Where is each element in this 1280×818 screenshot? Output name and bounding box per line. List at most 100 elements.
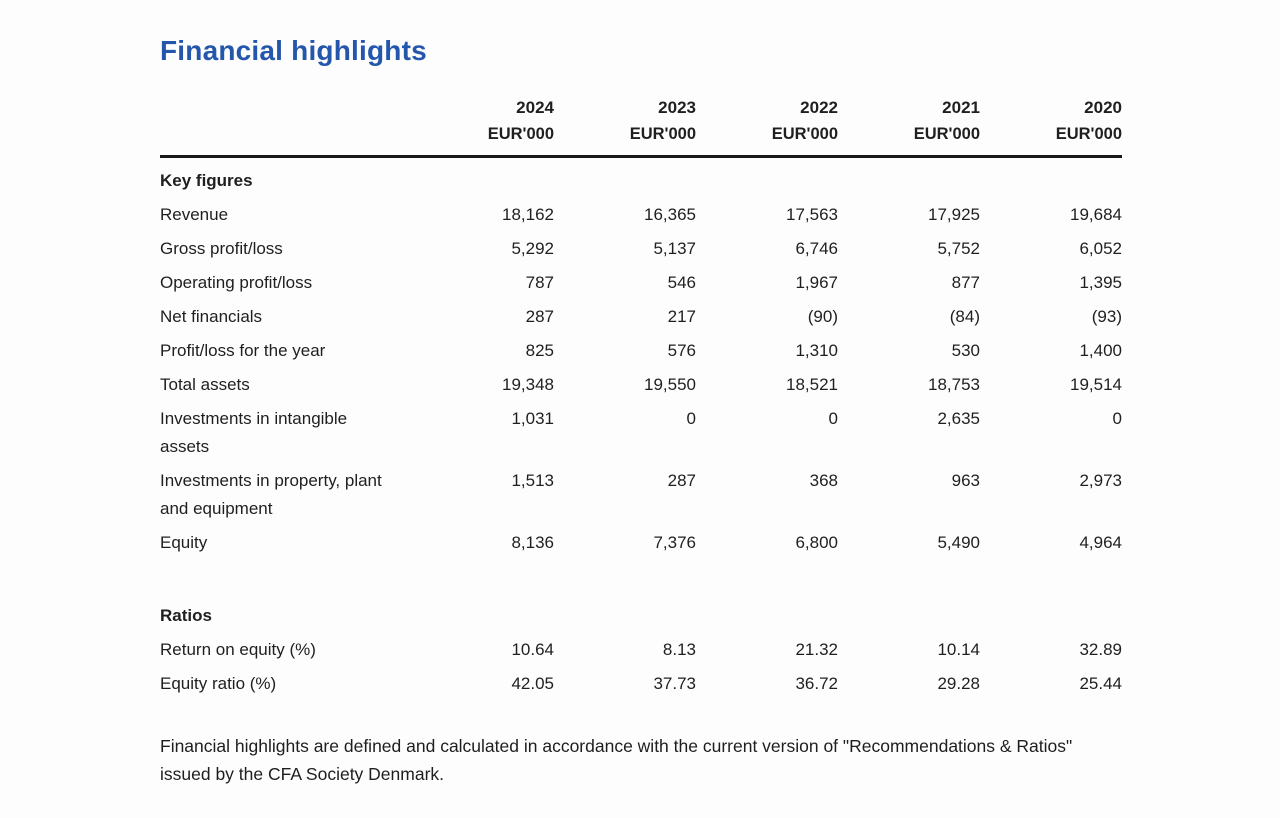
cell-value: 5,490 — [937, 532, 980, 552]
header-spacer-cell — [160, 94, 412, 158]
cell-value: 37.73 — [653, 673, 696, 693]
cell-value: 287 — [525, 306, 554, 326]
footnote: Financial highlights are defined and cal… — [160, 735, 1073, 784]
unit-label: EUR'000 — [487, 124, 554, 143]
year-column-header: 2023 EUR'000 — [554, 94, 696, 158]
row-label: Equity ratio (%) — [160, 673, 277, 693]
section-heading: Key figures — [160, 170, 253, 190]
table-row: Revenue 18,162 16,365 17,563 17,925 19,684 — [160, 198, 1122, 232]
cell-value: 18,753 — [928, 374, 980, 394]
page-title: Financial highlights — [160, 35, 427, 66]
cell-value: 825 — [525, 340, 554, 360]
cell-value: 8.13 — [662, 639, 696, 659]
year-column-header: 2020 EUR'000 — [980, 94, 1122, 158]
row-label: Net financials — [160, 306, 263, 326]
cell-value: 877 — [951, 272, 980, 292]
row-label: Investments in intangible assets — [160, 408, 348, 456]
cell-value: 368 — [809, 470, 838, 490]
cell-value: 18,521 — [786, 374, 838, 394]
year-column-header: 2022 EUR'000 — [696, 94, 838, 158]
cell-value: 0 — [1112, 408, 1122, 428]
table-body: Key figures Revenue 18,162 16,365 17,563 17,9… — [160, 156, 1122, 701]
cell-value: 963 — [951, 470, 980, 490]
cell-value: 10.64 — [511, 639, 554, 659]
row-label: Revenue — [160, 204, 229, 224]
cell-value: 0 — [686, 408, 696, 428]
year-label: 2024 — [516, 97, 554, 117]
cell-value: 5,137 — [653, 238, 696, 258]
cell-value: 530 — [951, 340, 980, 360]
cell-value: 19,514 — [1070, 374, 1122, 394]
cell-value: 546 — [667, 272, 696, 292]
section-heading-row: Key figures — [160, 156, 1122, 198]
cell-value: (90) — [807, 306, 838, 326]
cell-value: 1,967 — [795, 272, 838, 292]
cell-value: 17,563 — [786, 204, 838, 224]
year-column-header: 2021 EUR'000 — [838, 94, 980, 158]
unit-label: EUR'000 — [913, 124, 980, 143]
cell-value: 29.28 — [937, 673, 980, 693]
cell-value: 6,746 — [795, 238, 838, 258]
cell-value: 21.32 — [795, 639, 838, 659]
cell-value: 18,162 — [502, 204, 554, 224]
cell-value: 10.14 — [937, 639, 980, 659]
cell-value: 5,292 — [511, 238, 554, 258]
cell-value: (84) — [949, 306, 980, 326]
year-column-header: 2024 EUR'000 — [412, 94, 554, 158]
year-label: 2023 — [658, 97, 696, 117]
cell-value: 217 — [667, 306, 696, 326]
table-row: Gross profit/loss 5,292 5,137 6,746 5,752 6,0… — [160, 232, 1122, 266]
table-row: Equity ratio (%) 42.05 37.73 36.72 29.28 25.4… — [160, 667, 1122, 701]
cell-value: 42.05 — [511, 673, 554, 693]
table-row: Profit/loss for the year 825 576 1,310 530 1,… — [160, 334, 1122, 368]
cell-value: 1,310 — [795, 340, 838, 360]
table-row: Investments in property, plant and equip… — [160, 464, 1122, 526]
row-label: Total assets — [160, 374, 250, 394]
cell-value: 1,400 — [1079, 340, 1122, 360]
cell-value: 25.44 — [1079, 673, 1122, 693]
table-row: Return on equity (%) 10.64 8.13 21.32 10.14 3… — [160, 633, 1122, 667]
year-label: 2022 — [800, 97, 838, 117]
row-label: Profit/loss for the year — [160, 340, 326, 360]
cell-value: 16,365 — [644, 204, 696, 224]
cell-value: 32.89 — [1079, 639, 1122, 659]
cell-value: 287 — [667, 470, 696, 490]
cell-value: 36.72 — [795, 673, 838, 693]
cell-value: 6,800 — [795, 532, 838, 552]
table-row: Investments in intangible assets 1,031 0 0 2… — [160, 402, 1122, 464]
row-label: Investments in property, plant and equip… — [160, 470, 382, 518]
unit-label: EUR'000 — [1055, 124, 1122, 143]
cell-value: 1,031 — [511, 408, 554, 428]
cell-value: 6,052 — [1079, 238, 1122, 258]
cell-value: 5,752 — [937, 238, 980, 258]
year-header-row: 2024 EUR'000 2023 EUR'000 2022 EUR'000 2… — [160, 94, 1122, 158]
cell-value: 19,550 — [644, 374, 696, 394]
cell-value: 7,376 — [653, 532, 696, 552]
unit-label: EUR'000 — [771, 124, 838, 143]
cell-value: 2,635 — [937, 408, 980, 428]
year-label: 2020 — [1084, 97, 1122, 117]
cell-value: 19,684 — [1070, 204, 1122, 224]
cell-value: 0 — [828, 408, 838, 428]
year-label: 2021 — [942, 97, 980, 117]
cell-value: (93) — [1091, 306, 1122, 326]
financial-highlights-table: 2024 EUR'000 2023 EUR'000 2022 EUR'000 2… — [160, 94, 1122, 701]
table-row: Net financials 287 217 (90) (84) (93) — [160, 300, 1122, 334]
cell-value: 576 — [667, 340, 696, 360]
cell-value: 17,925 — [928, 204, 980, 224]
row-label: Return on equity (%) — [160, 639, 316, 659]
cell-value: 1,395 — [1079, 272, 1122, 292]
cell-value: 787 — [525, 272, 554, 292]
row-label: Gross profit/loss — [160, 238, 283, 258]
table-row: Total assets 19,348 19,550 18,521 18,753 19,5… — [160, 368, 1122, 402]
cell-value: 4,964 — [1079, 532, 1122, 552]
unit-label: EUR'000 — [629, 124, 696, 143]
cell-value: 8,136 — [511, 532, 554, 552]
section-heading: Ratios — [160, 605, 212, 625]
cell-value: 19,348 — [502, 374, 554, 394]
row-label: Equity — [160, 532, 208, 552]
table-row: Operating profit/loss 787 546 1,967 877 1,395 — [160, 266, 1122, 300]
section-heading-row: Ratios — [160, 560, 1122, 633]
cell-value: 2,973 — [1079, 470, 1122, 490]
